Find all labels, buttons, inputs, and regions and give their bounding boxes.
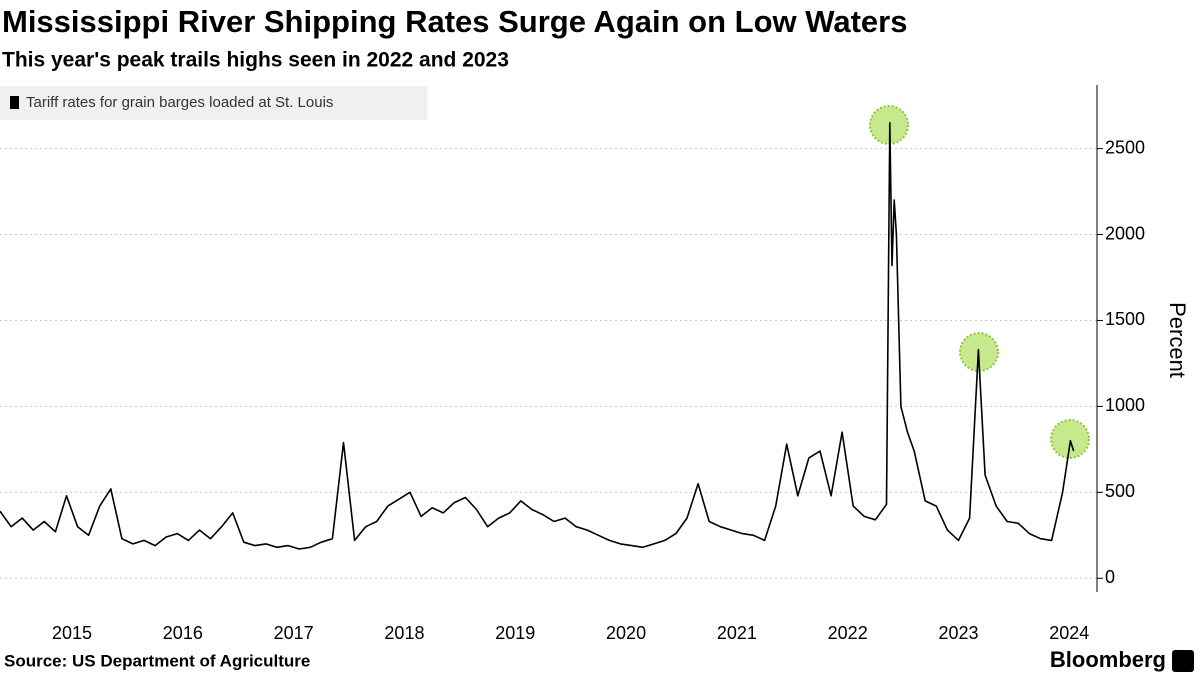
brand-icon [1172, 650, 1194, 672]
y-tick-label: 1500 [1105, 309, 1145, 329]
y-tick-label: 0 [1105, 567, 1115, 587]
y-axis-label: Percent [1165, 302, 1190, 378]
x-tick-label: 2019 [495, 623, 535, 643]
chart-subtitle: This year's peak trails highs seen in 20… [2, 49, 509, 72]
legend-label: Tariff rates for grain barges loaded at … [26, 94, 333, 111]
y-tick-label: 2000 [1105, 223, 1145, 243]
x-tick-label: 2017 [274, 623, 314, 643]
chart-title: Mississippi River Shipping Rates Surge A… [2, 4, 907, 39]
plot-area: 0 500 1000 1500 2000 2500 2015 2016 2017 2018 2019… [0, 85, 1145, 643]
y-tick-label: 1000 [1105, 395, 1145, 415]
series-layer [0, 122, 1075, 550]
y-tick-label: 2500 [1105, 137, 1145, 157]
series-line [0, 122, 1075, 550]
x-tick-label: 2024 [1049, 623, 1089, 643]
peak-highlight [1050, 419, 1090, 459]
brand: Bloomberg [1050, 647, 1166, 672]
legend-box [0, 86, 427, 120]
x-tick-label: 2015 [52, 623, 92, 643]
x-tick-label: 2023 [938, 623, 978, 643]
x-tick-label: 2022 [828, 623, 868, 643]
x-tick-label: 2021 [717, 623, 757, 643]
x-tick-label: 2016 [163, 623, 203, 643]
legend-swatch [10, 96, 19, 109]
x-tick-label: 2018 [384, 623, 424, 643]
y-tick-label: 500 [1105, 481, 1135, 501]
x-tick-label: 2020 [606, 623, 646, 643]
source: Source: US Department of Agriculture [4, 651, 310, 670]
